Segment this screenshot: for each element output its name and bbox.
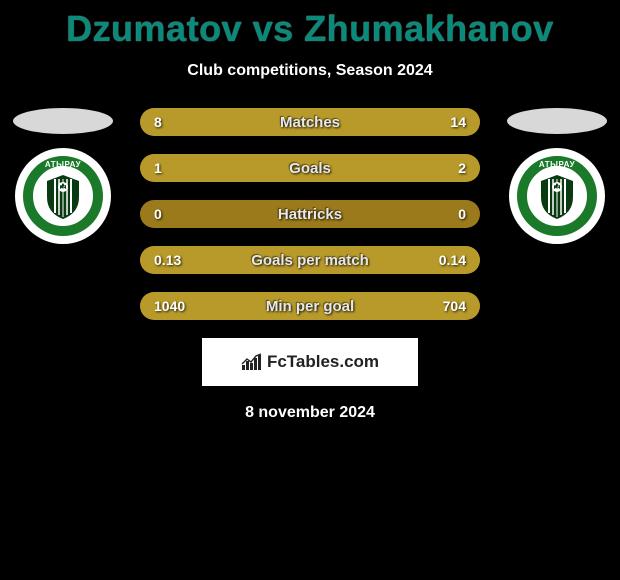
stat-value-right: 0 bbox=[458, 206, 466, 222]
badge-label: АТЫРАУ bbox=[23, 160, 103, 169]
player-silhouette-icon bbox=[507, 108, 607, 134]
stat-row: 0Hattricks0 bbox=[140, 200, 480, 228]
stat-value-right: 0.14 bbox=[439, 252, 466, 268]
bar-chart-icon bbox=[241, 353, 263, 371]
stat-row: 1040Min per goal704 bbox=[140, 292, 480, 320]
player-silhouette-icon bbox=[13, 108, 113, 134]
stats-list: 8Matches14 1Goals2 0Hattricks0 0.13Goals pe… bbox=[140, 108, 480, 320]
club-badge-left: АТЫРАУ bbox=[15, 148, 111, 244]
player-right-column: АТЫРАУ bbox=[502, 108, 612, 244]
stat-row: 8Matches14 bbox=[140, 108, 480, 136]
date-label: 8 november 2024 bbox=[0, 404, 620, 422]
stat-value-right: 14 bbox=[450, 114, 466, 130]
comparison-content: АТЫРАУ АТЫРАУ bbox=[0, 108, 620, 422]
stat-label: Matches bbox=[140, 114, 480, 131]
club-badge-right: АТЫРАУ bbox=[509, 148, 605, 244]
stat-label: Min per goal bbox=[140, 298, 480, 315]
stat-row: 1Goals2 bbox=[140, 154, 480, 182]
stat-label: Goals bbox=[140, 160, 480, 177]
badge-label: АТЫРАУ bbox=[517, 160, 597, 169]
stat-row: 0.13Goals per match0.14 bbox=[140, 246, 480, 274]
page-title: Dzumatov vs Zhumakhanov bbox=[0, 0, 620, 50]
stat-value-right: 2 bbox=[458, 160, 466, 176]
logo-text: FcTables.com bbox=[267, 352, 379, 372]
player-left-column: АТЫРАУ bbox=[8, 108, 118, 244]
stat-value-right: 704 bbox=[443, 298, 466, 314]
source-logo: FcTables.com bbox=[202, 338, 418, 386]
shield-icon bbox=[43, 173, 83, 221]
shield-icon bbox=[537, 173, 577, 221]
stat-label: Goals per match bbox=[140, 252, 480, 269]
stat-label: Hattricks bbox=[140, 206, 480, 223]
subtitle: Club competitions, Season 2024 bbox=[0, 62, 620, 80]
